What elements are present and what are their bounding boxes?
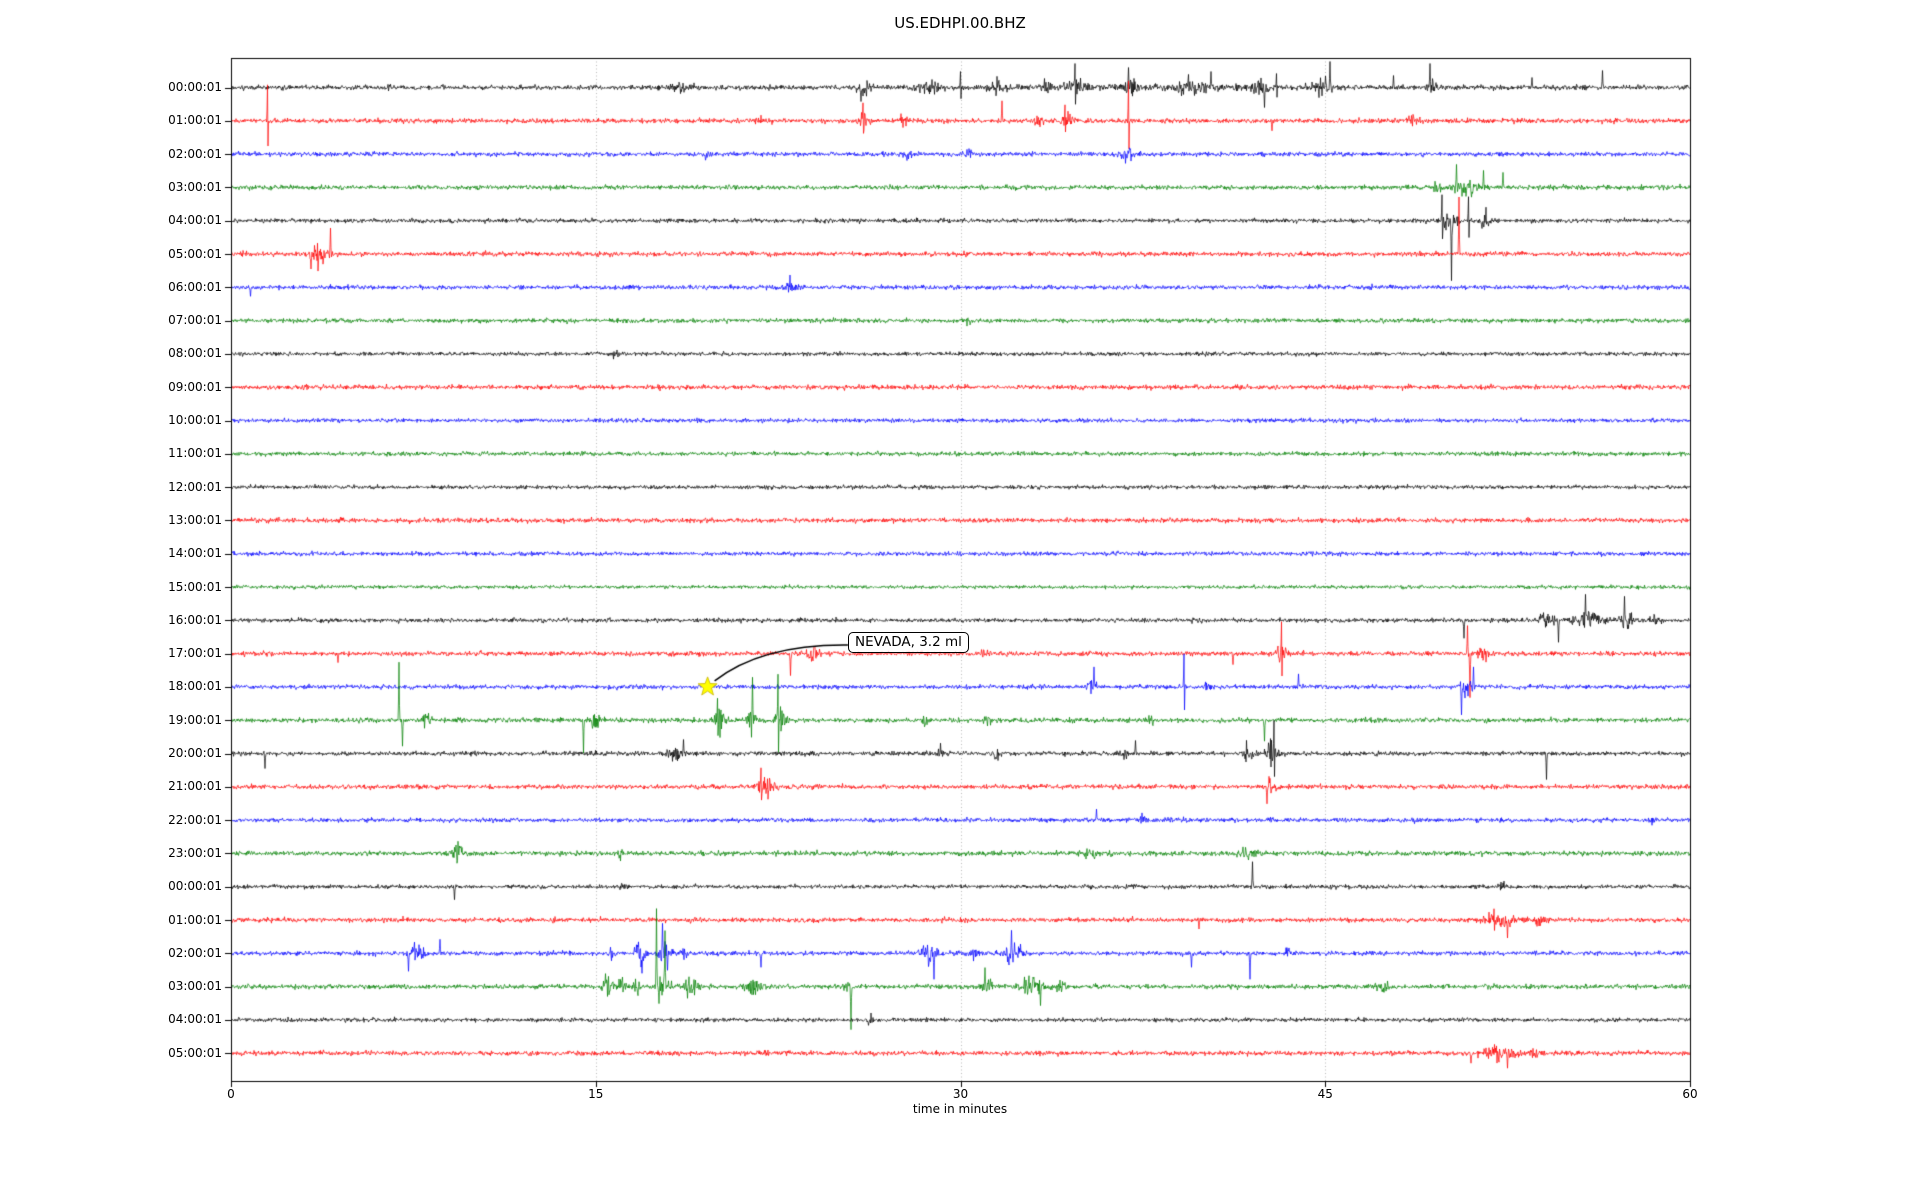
row-label: 08:00:01 [168, 346, 222, 361]
x-tick-label: 0 [227, 1087, 235, 1101]
x-tick-label: 60 [1682, 1087, 1698, 1101]
row-label: 19:00:01 [168, 712, 222, 727]
row-label: 03:00:01 [168, 979, 222, 994]
row-label: 04:00:01 [168, 1012, 222, 1027]
row-label: 14:00:01 [168, 546, 222, 561]
page-title: US.EDHPI.00.BHZ [894, 14, 1026, 32]
row-label: 03:00:01 [168, 179, 222, 194]
row-label: 01:00:01 [168, 912, 222, 927]
row-label: 15:00:01 [168, 579, 222, 594]
x-tick-label: 15 [588, 1087, 604, 1101]
row-label: 20:00:01 [168, 746, 222, 760]
row-label: 13:00:01 [168, 512, 222, 527]
row-label: 05:00:01 [168, 1045, 222, 1060]
x-tick-label: 45 [1317, 1087, 1333, 1101]
annotation-label: NEVADA, 3.2 ml [848, 632, 969, 653]
row-label: 05:00:01 [168, 246, 222, 261]
row-label: 02:00:01 [168, 945, 222, 960]
row-label: 06:00:01 [168, 279, 222, 294]
row-label: 09:00:01 [168, 379, 222, 394]
x-tick-label: 30 [952, 1087, 969, 1101]
row-label: 21:00:01 [168, 779, 222, 794]
row-label: 12:00:01 [168, 479, 222, 494]
row-label: 17:00:01 [168, 646, 222, 661]
row-label: 18:00:01 [168, 679, 222, 694]
row-label: 16:00:01 [168, 612, 222, 627]
row-label: 02:00:01 [168, 146, 222, 161]
row-label: 04:00:01 [168, 213, 222, 228]
row-label: 00:00:01 [168, 80, 222, 94]
row-label: 11:00:01 [168, 446, 222, 461]
row-label: 01:00:01 [168, 113, 222, 128]
row-label: 10:00:01 [168, 413, 222, 427]
row-label: 23:00:01 [168, 845, 222, 860]
row-label: 07:00:01 [168, 313, 222, 328]
x-axis-label: time in minutes [912, 1102, 1008, 1116]
row-label: 22:00:01 [168, 812, 222, 827]
row-label: 00:00:01 [168, 879, 222, 894]
